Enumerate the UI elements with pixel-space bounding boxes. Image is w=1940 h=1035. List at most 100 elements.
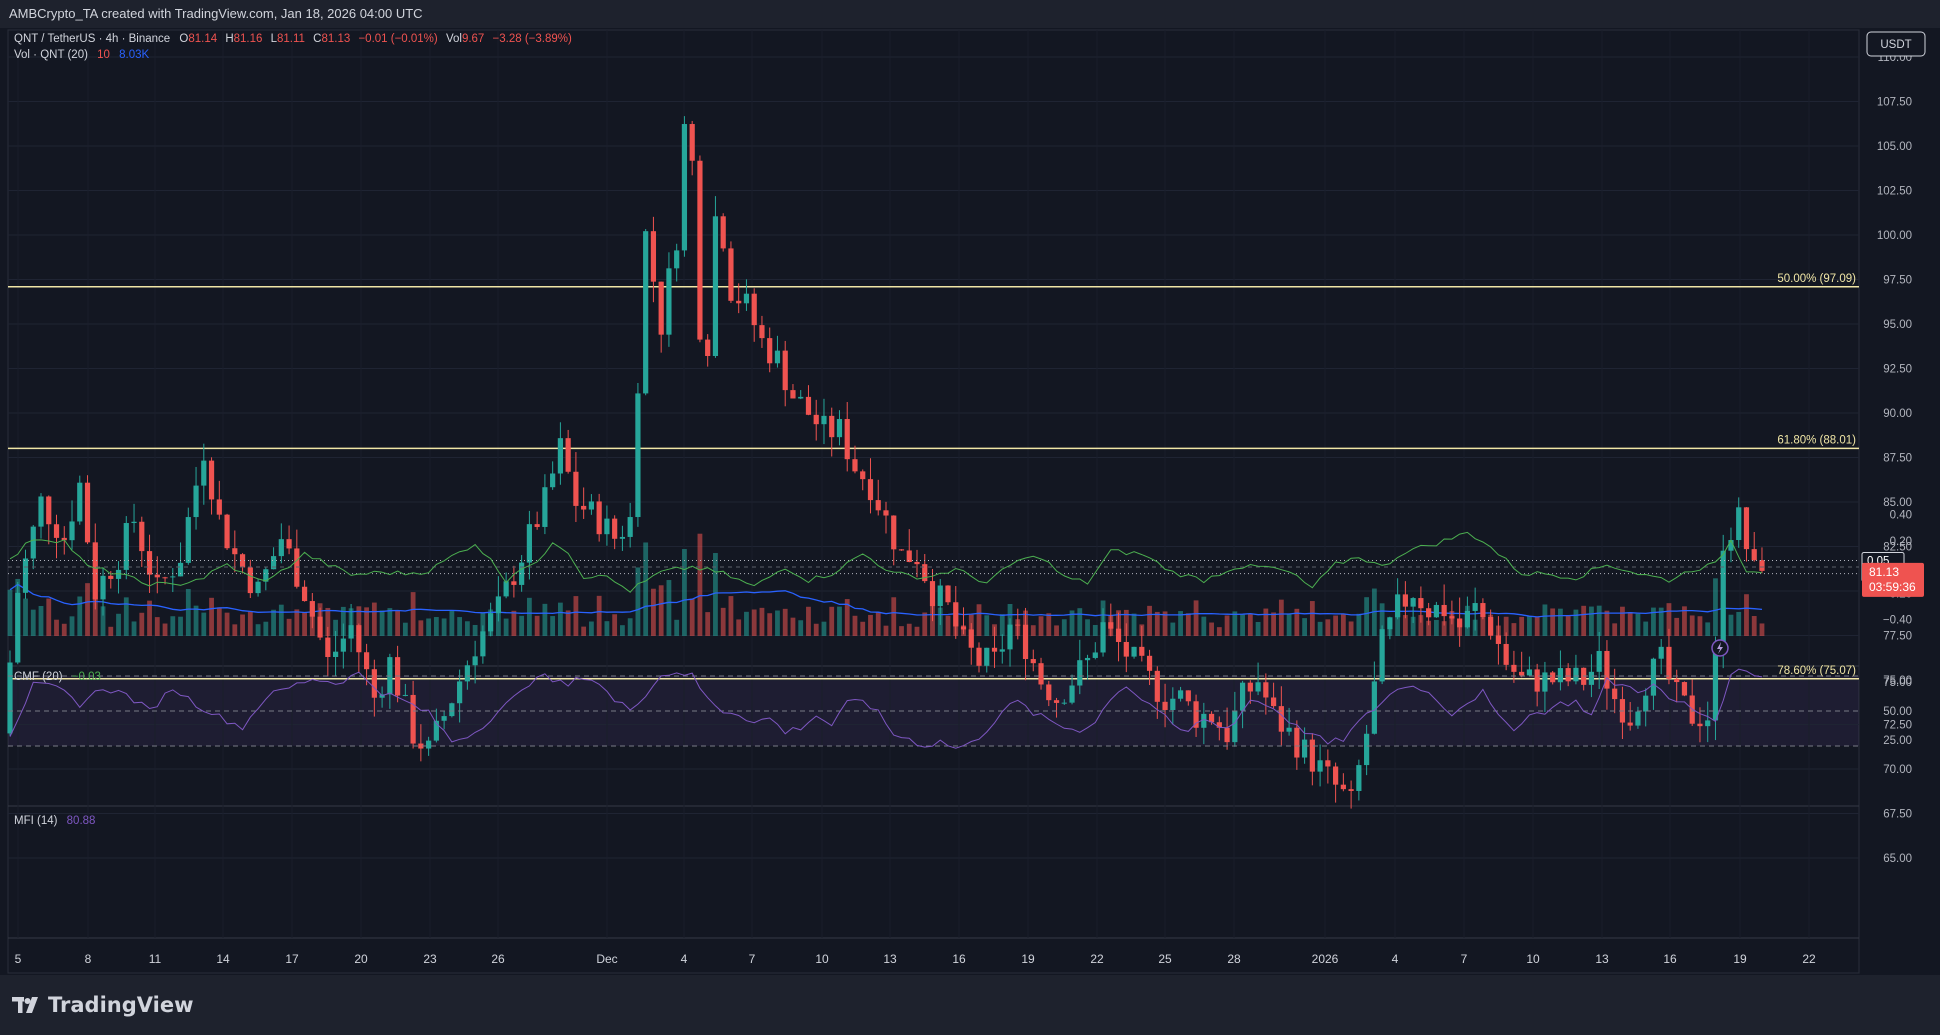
lightning-icon[interactable] — [1711, 639, 1729, 657]
candle-body — [1333, 766, 1339, 785]
volume-bar — [240, 614, 245, 636]
volume-bar — [1309, 601, 1315, 636]
candle-body — [790, 390, 796, 399]
volume-bar — [1263, 608, 1269, 636]
time-tick-label: 5 — [15, 952, 22, 966]
candle-body — [860, 471, 866, 480]
currency-button[interactable] — [1866, 31, 1926, 57]
candle-body — [619, 536, 626, 539]
candle-body — [875, 500, 881, 511]
volume-bar — [1209, 622, 1214, 636]
candle-body — [1635, 711, 1641, 726]
price-tick-label: 105.00 — [1877, 141, 1912, 153]
candle-body — [433, 720, 439, 741]
candle-body — [759, 325, 765, 339]
mfi-tick-label: 50.00 — [1883, 706, 1912, 718]
volume-bar — [1441, 621, 1447, 636]
volume-bar — [1232, 611, 1238, 636]
candle-body — [92, 542, 98, 600]
volume-bar — [77, 596, 83, 636]
volume-bar — [1604, 610, 1610, 636]
cmf-legend: CMF (20) −0.03 — [14, 671, 101, 683]
candle-body — [108, 575, 114, 579]
volume-bar — [1185, 613, 1191, 636]
tradingview-logo: TradingView — [12, 991, 193, 1019]
candle-body — [937, 585, 943, 607]
volume-bar — [457, 617, 463, 636]
attribution-bar: AMBCrypto_TA created with TradingView.co… — [0, 0, 1940, 28]
volume-bar — [612, 614, 618, 636]
candle-body — [767, 338, 773, 364]
candle-body — [201, 460, 207, 486]
candle-body — [960, 626, 967, 630]
mfi-band — [8, 675, 1859, 746]
candle-body — [1472, 603, 1478, 611]
chart-area[interactable]: 50.00% (97.09) 61.80% (88.01) 78.60% (75.0… — [0, 28, 1940, 975]
candle-body — [1728, 540, 1734, 551]
time-tick-label: 4 — [1392, 952, 1399, 966]
candle-body — [929, 581, 936, 607]
candle-body — [216, 499, 222, 515]
volume-bar — [1627, 612, 1633, 636]
volume-bar — [557, 602, 563, 636]
volume-bar — [751, 609, 757, 636]
volume-bar — [1216, 627, 1222, 636]
candle-body — [286, 539, 292, 549]
time-tick-label: 7 — [1461, 952, 1468, 966]
volume-bar — [464, 621, 470, 636]
volume-bar — [426, 618, 432, 636]
volume-bar — [682, 549, 687, 636]
time-tick-label: 19 — [1021, 952, 1035, 966]
volume-bar — [147, 600, 152, 636]
candle-body — [604, 518, 610, 535]
candle-body — [356, 625, 362, 653]
candle-body — [1053, 700, 1060, 703]
candle-body — [526, 524, 532, 563]
volume-bar — [643, 542, 649, 636]
price-tick-label: 95.00 — [1883, 319, 1912, 331]
volume-bar — [131, 621, 137, 636]
candle-body — [1364, 733, 1370, 766]
candle-body — [1232, 710, 1238, 743]
candle-body — [1697, 723, 1703, 727]
volume-bar — [581, 626, 587, 636]
footer: TradingView — [0, 975, 1940, 1035]
candle-body — [798, 396, 804, 399]
time-axis-ticks: 5 8 11 14 17 20 23 26 Dec 4 7 10 13 16 19 22 25 28 2026 4 7 1… — [15, 952, 1816, 966]
candle-body — [705, 339, 711, 357]
volume-bar — [410, 592, 416, 636]
candle-body — [46, 496, 52, 525]
price-tick-label: 87.50 — [1883, 453, 1912, 465]
price-tick-label: 102.50 — [1877, 186, 1912, 198]
volume-bar — [472, 624, 478, 636]
vol-value: 9.67 — [462, 33, 484, 45]
volume-bar — [1519, 616, 1525, 636]
candle-body — [774, 350, 781, 364]
volume-bar — [534, 615, 540, 636]
vol-label: Vol — [446, 33, 462, 45]
candle-body — [1208, 713, 1215, 723]
candle-body — [1069, 685, 1075, 703]
volume-bar — [658, 585, 664, 636]
volume-bar — [1046, 613, 1052, 636]
volume-bar — [1418, 615, 1424, 636]
candle-body — [736, 300, 742, 304]
candle-body — [1015, 624, 1021, 626]
fib-levels: 50.00% (97.09) 61.80% (88.01) 78.60% (75.0… — [8, 273, 1859, 680]
candle-body — [441, 716, 447, 721]
time-tick-label: 8 — [85, 952, 92, 966]
candle-body — [1433, 604, 1439, 618]
time-tick-label: 10 — [1526, 952, 1540, 966]
volume-bar — [1573, 609, 1579, 636]
price-tick-label: 75.00 — [1883, 675, 1912, 687]
candle-body — [418, 743, 424, 749]
candle-body — [712, 216, 719, 357]
candle-body — [1402, 594, 1408, 607]
candle-body — [674, 250, 680, 269]
candle-body — [131, 521, 137, 524]
volume-bar — [23, 598, 28, 636]
volume-bar — [1379, 603, 1385, 636]
candle-body — [511, 581, 517, 585]
volume-bar — [224, 612, 230, 636]
candle-body — [1418, 598, 1424, 609]
